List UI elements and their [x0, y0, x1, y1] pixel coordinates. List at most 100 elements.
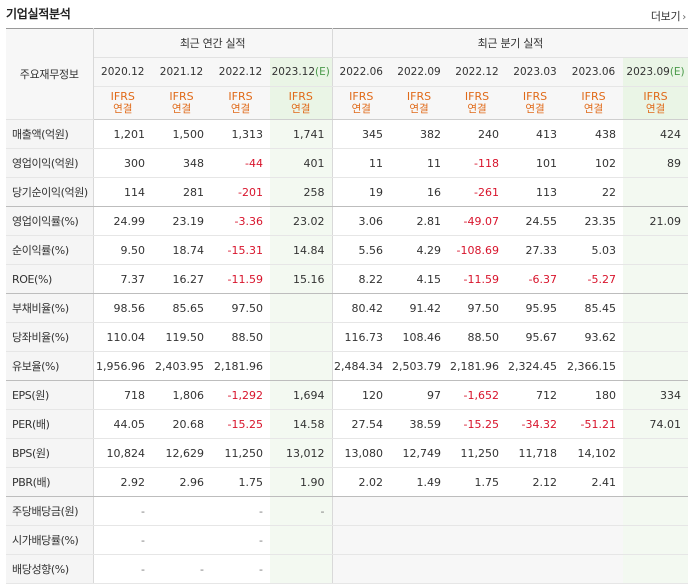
table-cell: 120 — [331, 380, 391, 410]
table-cell: 95.95 — [506, 293, 565, 323]
accounting-standard-header: IFRS 연결 — [152, 86, 211, 120]
table-cell: 2.12 — [506, 467, 565, 497]
table-cell: 11,250 — [448, 438, 507, 468]
table-cell — [506, 554, 565, 584]
table-cell: 12,749 — [390, 438, 449, 468]
table-cell — [564, 496, 624, 526]
table-row: 매출액(억원) 1,201 1,500 1,313 1,741 345 382 240 413 4… — [6, 119, 689, 149]
table-cell: 27.33 — [506, 235, 565, 265]
table-cell: 98.56 — [93, 293, 152, 323]
period-header: 2023.06 — [564, 57, 624, 87]
table-cell: 18.74 — [152, 235, 211, 265]
table-cell: 101 — [506, 148, 565, 178]
table-cell: 7.37 — [93, 264, 152, 294]
table-cell: -49.07 — [448, 206, 507, 236]
table-cell: 44.05 — [93, 409, 152, 439]
table-cell — [270, 351, 333, 381]
accounting-standard-header: IFRS 연결 — [270, 86, 333, 120]
table-cell: 712 — [506, 380, 565, 410]
table-cell: 11,250 — [211, 438, 270, 468]
table-row: 당기순이익(억원) 114 281 -201 258 19 16 -261 113 22 — [6, 177, 689, 207]
table-cell: 74.01 — [623, 409, 689, 439]
table-cell: 89 — [623, 148, 689, 178]
table-cell: 119.50 — [152, 322, 211, 352]
table-cell: 15.16 — [270, 264, 333, 294]
table-cell: 300 — [93, 148, 152, 178]
period-header: 2023.12(E) — [270, 57, 333, 87]
table-cell: 16 — [390, 177, 449, 207]
table-cell: -34.32 — [506, 409, 565, 439]
table-cell: 1,806 — [152, 380, 211, 410]
table-cell: 116.73 — [331, 322, 391, 352]
table-row: 당좌비율(%) 110.04 119.50 88.50 116.73 108.46 88.5… — [6, 322, 689, 352]
table-cell: 12,629 — [152, 438, 211, 468]
table-cell: 85.45 — [564, 293, 624, 323]
table-cell: 24.99 — [93, 206, 152, 236]
table-cell: 1,201 — [93, 119, 152, 149]
chevron-right-icon: › — [682, 12, 686, 23]
table-cell: 2.41 — [564, 467, 624, 497]
table-cell: 1,741 — [270, 119, 333, 149]
table-cell: 2,181.96 — [448, 351, 507, 381]
table-cell: 3.06 — [331, 206, 391, 236]
table-cell: 281 — [152, 177, 211, 207]
table-cell — [152, 525, 211, 555]
table-cell: 2,324.45 — [506, 351, 565, 381]
table-cell: -1,292 — [211, 380, 270, 410]
table-cell: -5.27 — [564, 264, 624, 294]
table-cell: - — [93, 554, 152, 584]
table-cell: 1.90 — [270, 467, 333, 497]
table-cell: 93.62 — [564, 322, 624, 352]
row-label: PER(배) — [6, 409, 94, 439]
table-cell — [564, 554, 624, 584]
table-cell: 240 — [448, 119, 507, 149]
table-cell: 1,313 — [211, 119, 270, 149]
row-label: 당기순이익(억원) — [6, 177, 94, 207]
accounting-standard-header: IFRS 연결 — [506, 86, 565, 120]
table-cell — [564, 525, 624, 555]
table-cell: -15.25 — [211, 409, 270, 439]
table-cell: 108.46 — [390, 322, 449, 352]
table-cell: 97.50 — [211, 293, 270, 323]
consolidated-label: 연결 — [230, 103, 251, 115]
table-cell: 80.42 — [331, 293, 391, 323]
table-cell — [152, 496, 211, 526]
table-row: 영업이익률(%) 24.99 23.19 -3.36 23.02 3.06 2.81 -49.… — [6, 206, 689, 236]
table-cell — [623, 351, 689, 381]
table-cell — [331, 496, 391, 526]
table-cell: 85.65 — [152, 293, 211, 323]
ifrs-label: IFRS — [349, 90, 374, 103]
table-cell: 5.03 — [564, 235, 624, 265]
table-cell: 11 — [390, 148, 449, 178]
period-header: 2023.03 — [506, 57, 565, 87]
table-cell — [448, 525, 507, 555]
consolidated-label: 연결 — [467, 103, 487, 115]
table-cell: 1,956.96 — [93, 351, 152, 381]
table-row: EPS(원) 718 1,806 -1,292 1,694 120 97 -1,652 712 1… — [6, 380, 689, 410]
ifrs-label: IFRS — [522, 90, 548, 103]
table-cell: -6.37 — [506, 264, 565, 294]
table-cell: -108.69 — [448, 235, 507, 265]
consolidated-label: 연결 — [583, 103, 604, 115]
table-cell: 438 — [564, 119, 624, 149]
ifrs-label: IFRS — [464, 90, 490, 103]
period-header-row: 2020.12 2021.12 2022.12 2023.12(E) 2022.06 20… — [6, 57, 689, 87]
table-cell: 11,718 — [506, 438, 565, 468]
row-label: 배당성향(%) — [6, 554, 94, 584]
more-link[interactable]: 더보기 › — [651, 8, 686, 24]
table-cell: 22 — [564, 177, 624, 207]
table-cell: -1,652 — [448, 380, 507, 410]
ifrs-label: IFRS — [110, 90, 135, 103]
table-cell: 180 — [564, 380, 624, 410]
table-cell — [331, 554, 391, 584]
table-row: 시가배당률(%) - - — [6, 525, 689, 555]
table-cell: 2.92 — [93, 467, 152, 497]
accounting-standard-header: IFRS 연결 — [390, 86, 449, 120]
table-cell — [623, 467, 689, 497]
table-cell — [623, 235, 689, 265]
table-cell: 19 — [331, 177, 391, 207]
table-cell: 2,403.95 — [152, 351, 211, 381]
table-row: ROE(%) 7.37 16.27 -11.59 15.16 8.22 4.15 -11.59… — [6, 264, 689, 294]
consolidated-label: 연결 — [525, 103, 545, 115]
